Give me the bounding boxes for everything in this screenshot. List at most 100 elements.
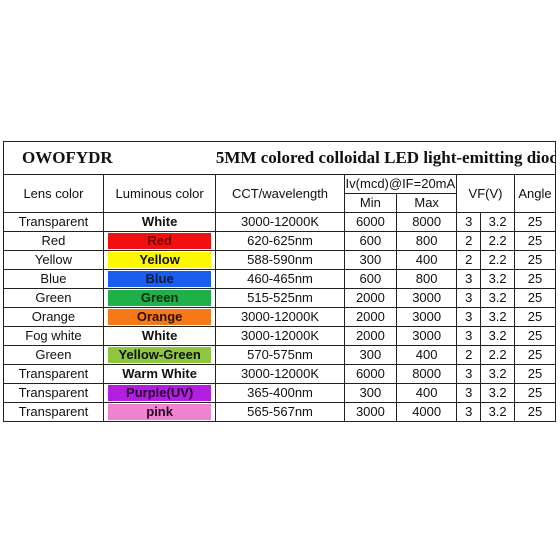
angle-cell: 25 (513, 307, 557, 327)
vf-min-cell: 2 (456, 345, 482, 365)
brand-name: OWOFYDR (2, 141, 216, 175)
luminous-color-cell: Red (102, 231, 217, 251)
table-row: Orange Orange 3000-12000K 2000 3000 3 3.2 25 (3, 307, 557, 327)
luminous-color-cell: Warm White (102, 364, 217, 384)
iv-min-cell: 600 (343, 269, 398, 289)
angle-cell: 25 (513, 250, 557, 270)
luminous-color-swatch: White (107, 214, 212, 230)
luminous-color-swatch: Purple(UV) (107, 385, 212, 401)
vf-max-cell: 3.2 (480, 212, 515, 232)
lens-color-cell: Transparent (3, 212, 104, 232)
cct-wavelength-cell: 570-575nm (215, 345, 345, 365)
header-angle: Angle (513, 174, 557, 213)
vf-max-cell: 3.2 (480, 307, 515, 327)
lens-color-cell: Green (3, 288, 104, 308)
iv-max-cell: 800 (396, 269, 458, 289)
iv-min-cell: 2000 (343, 326, 398, 346)
iv-min-cell: 2000 (343, 307, 398, 327)
iv-max-cell: 4000 (396, 402, 458, 422)
lens-color-cell: Transparent (3, 383, 104, 403)
luminous-color-swatch: Orange (107, 309, 212, 325)
lens-color-cell: Transparent (3, 402, 104, 422)
luminous-color-cell: Blue (102, 269, 217, 289)
table-row: Fog white White 3000-12000K 2000 3000 3 3.2 25 (3, 326, 557, 346)
angle-cell: 25 (513, 383, 557, 403)
iv-max-cell: 3000 (396, 326, 458, 346)
table-row: Green Yellow-Green 570-575nm 300 400 2 2.2 25 (3, 345, 557, 365)
vf-min-cell: 3 (456, 269, 482, 289)
header-vf: VF(V) (456, 174, 515, 213)
header-iv: Iv(mcd)@IF=20mA (343, 174, 458, 194)
cct-wavelength-cell: 588-590nm (215, 250, 345, 270)
cct-wavelength-cell: 365-400nm (215, 383, 345, 403)
vf-min-cell: 3 (456, 212, 482, 232)
iv-max-cell: 800 (396, 231, 458, 251)
lens-color-cell: Green (3, 345, 104, 365)
vf-max-cell: 2.2 (480, 231, 515, 251)
cct-wavelength-cell: 620-625nm (215, 231, 345, 251)
luminous-color-swatch: Green (107, 290, 212, 306)
vf-max-cell: 3.2 (480, 402, 515, 422)
lens-color-cell: Fog white (3, 326, 104, 346)
vf-min-cell: 3 (456, 326, 482, 346)
table-row: Transparent White 3000-12000K 6000 8000 3 3.2 2… (3, 212, 557, 232)
iv-min-cell: 600 (343, 231, 398, 251)
luminous-color-cell: Green (102, 288, 217, 308)
iv-max-cell: 400 (396, 345, 458, 365)
luminous-color-swatch: Red (107, 233, 212, 249)
vf-max-cell: 3.2 (480, 364, 515, 384)
header-max: Max (396, 193, 458, 213)
iv-max-cell: 8000 (396, 364, 458, 384)
cct-wavelength-cell: 3000-12000K (215, 326, 345, 346)
iv-min-cell: 6000 (343, 212, 398, 232)
iv-max-cell: 400 (396, 383, 458, 403)
cct-wavelength-cell: 515-525nm (215, 288, 345, 308)
iv-min-cell: 300 (343, 383, 398, 403)
vf-max-cell: 3.2 (480, 326, 515, 346)
iv-min-cell: 2000 (343, 288, 398, 308)
header-cct-wavelength: CCT/wavelength (215, 174, 345, 213)
luminous-color-cell: Orange (102, 307, 217, 327)
luminous-color-cell: White (102, 326, 217, 346)
iv-max-cell: 3000 (396, 288, 458, 308)
header-luminous-color: Luminous color (102, 174, 217, 213)
table-row: Red Red 620-625nm 600 800 2 2.2 25 (3, 231, 557, 251)
luminous-color-cell: Yellow-Green (102, 345, 217, 365)
luminous-color-swatch: Blue (107, 271, 212, 287)
vf-min-cell: 3 (456, 307, 482, 327)
luminous-color-cell: White (102, 212, 217, 232)
luminous-color-swatch: pink (107, 404, 212, 420)
vf-max-cell: 3.2 (480, 269, 515, 289)
cct-wavelength-cell: 3000-12000K (215, 212, 345, 232)
led-spec-sheet: OWOFYDR 5MM colored colloidal LED light-… (2, 141, 557, 422)
angle-cell: 25 (513, 326, 557, 346)
iv-min-cell: 300 (343, 345, 398, 365)
title-row: OWOFYDR 5MM colored colloidal LED light-… (2, 141, 556, 175)
vf-min-cell: 2 (456, 250, 482, 270)
header-lens-color: Lens color (3, 174, 104, 213)
spec-table: OWOFYDR 5MM colored colloidal LED light-… (2, 141, 557, 422)
luminous-color-swatch: Yellow (107, 252, 212, 268)
iv-max-cell: 8000 (396, 212, 458, 232)
lens-color-cell: Red (3, 231, 104, 251)
vf-max-cell: 2.2 (480, 345, 515, 365)
vf-min-cell: 3 (456, 383, 482, 403)
luminous-color-cell: Purple(UV) (102, 383, 217, 403)
table-row: Transparent pink 565-567nm 3000 4000 3 3.2 25 (3, 402, 557, 422)
angle-cell: 25 (513, 269, 557, 289)
angle-cell: 25 (513, 212, 557, 232)
lens-color-cell: Yellow (3, 250, 104, 270)
vf-min-cell: 3 (456, 364, 482, 384)
iv-max-cell: 3000 (396, 307, 458, 327)
lens-color-cell: Transparent (3, 364, 104, 384)
lens-color-cell: Blue (3, 269, 104, 289)
header-row: Lens color Luminous color CCT/wavelength… (3, 174, 557, 213)
vf-min-cell: 3 (456, 402, 482, 422)
lens-color-cell: Orange (3, 307, 104, 327)
table-row: Yellow Yellow 588-590nm 300 400 2 2.2 25 (3, 250, 557, 270)
vf-max-cell: 3.2 (480, 288, 515, 308)
table-row: Blue Blue 460-465nm 600 800 3 3.2 25 (3, 269, 557, 289)
luminous-color-swatch: White (107, 328, 212, 344)
luminous-color-swatch: Yellow-Green (107, 347, 212, 363)
cct-wavelength-cell: 3000-12000K (215, 364, 345, 384)
